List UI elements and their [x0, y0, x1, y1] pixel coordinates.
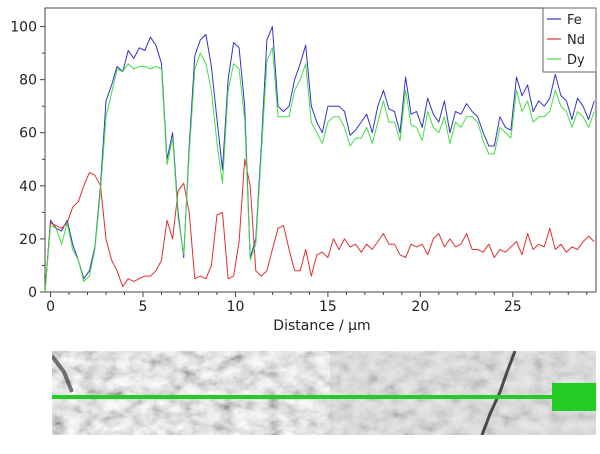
x-tick-label: 20	[411, 299, 429, 315]
legend-label: Fe	[567, 13, 582, 28]
series-lines	[44, 26, 595, 293]
x-tick-label: 5	[139, 299, 148, 315]
series-line-dy	[44, 47, 595, 293]
series-line-fe	[44, 26, 595, 293]
y-tick-label: 60	[19, 126, 37, 142]
y-tick-label: 80	[19, 73, 37, 89]
series-line-nd	[44, 158, 595, 293]
y-tick-label: 0	[28, 285, 37, 301]
axes: 0 20 40 60 80 100 0 5 10 15 20 25	[10, 7, 597, 315]
x-tick-label: 15	[319, 299, 337, 315]
scan-line-end-marker	[552, 383, 596, 411]
x-tick-label: 0	[46, 299, 55, 315]
micrograph-crack-2	[52, 354, 74, 393]
sem-micrograph-strip	[52, 351, 596, 435]
micrograph-crack	[480, 351, 517, 435]
legend-label: Dy	[567, 53, 585, 68]
y-tick-label: 100	[10, 20, 37, 36]
micrograph-right-tone	[330, 351, 596, 435]
x-tick-label: 10	[227, 299, 245, 315]
y-tick-label: 20	[19, 232, 37, 248]
plot-frame	[44, 7, 597, 293]
legend-label: Nd	[567, 33, 585, 48]
legend: Fe Nd Dy	[542, 7, 597, 73]
micrograph-grain	[52, 351, 596, 435]
x-tick-label: 25	[504, 299, 522, 315]
x-axis-label: Distance / µm	[273, 318, 370, 334]
y-tick-label: 40	[19, 179, 37, 195]
